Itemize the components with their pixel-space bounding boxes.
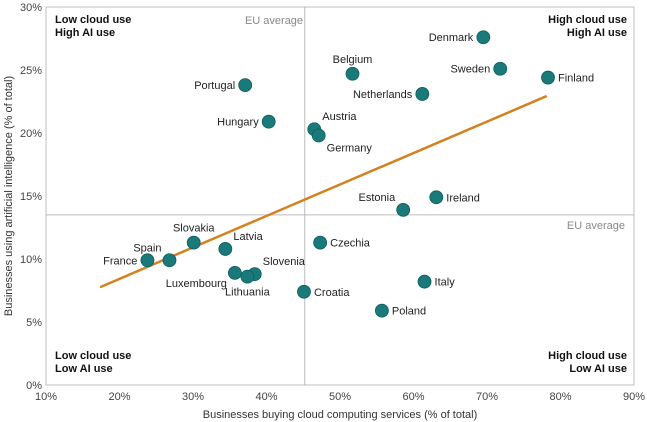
point-label-slovenia: Slovenia <box>263 256 306 268</box>
point-label-poland: Poland <box>392 306 426 318</box>
point-label-latvia: Latvia <box>233 231 263 243</box>
data-point-portugal <box>238 78 253 93</box>
trendline-group <box>99 95 548 288</box>
data-point-czechia <box>313 235 328 250</box>
quadrant-label-bottom-right: Low AI use <box>569 363 627 375</box>
data-point-spain <box>162 253 177 268</box>
x-tick-label: 10% <box>35 391 57 403</box>
y-tick-label: 10% <box>20 254 42 266</box>
point-label-austria: Austria <box>322 111 357 123</box>
x-tick-label: 70% <box>476 391 498 403</box>
data-point-hungary <box>261 114 276 129</box>
point-label-slovakia: Slovakia <box>173 223 215 235</box>
point-label-germany: Germany <box>327 143 373 155</box>
data-point-lithuania <box>240 269 255 284</box>
point-label-denmark: Denmark <box>429 32 474 44</box>
data-point-netherlands <box>415 87 430 101</box>
eu-average-lines <box>46 7 634 385</box>
x-average-label: EU average <box>245 15 303 27</box>
point-label-luxembourg: Luxembourg <box>166 278 227 290</box>
quadrant-label-top-right: High AI use <box>567 27 627 39</box>
plot-area <box>45 6 635 386</box>
point-label-portugal: Portugal <box>194 80 235 92</box>
data-points <box>140 30 555 318</box>
data-point-germany <box>311 128 326 143</box>
quadrant-label-top-left: Low cloud use <box>55 14 131 26</box>
x-axis-ticks: 10% 20% 30% 40% 50% 60% 70% 80% 90% <box>35 391 645 403</box>
data-point-italy <box>417 274 432 289</box>
data-point-denmark <box>476 30 491 45</box>
x-tick-label: 40% <box>255 391 277 403</box>
point-label-sweden: Sweden <box>450 64 490 76</box>
data-point-estonia <box>396 202 411 217</box>
point-label-italy: Italy <box>435 277 456 289</box>
data-point-france <box>140 253 155 268</box>
y-tick-label: 0% <box>26 380 42 392</box>
x-tick-label: 20% <box>108 391 130 403</box>
data-point-croatia <box>297 284 311 299</box>
point-label-hungary: Hungary <box>217 117 259 129</box>
data-point-poland <box>374 303 389 318</box>
quadrant-label-bottom-left: Low AI use <box>55 363 113 375</box>
quadrant-label-bottom-left: Low cloud use <box>55 350 131 362</box>
data-point-luxembourg <box>227 265 242 280</box>
data-point-finland <box>541 70 555 85</box>
x-tick-label: 30% <box>182 391 204 403</box>
data-point-latvia <box>218 242 233 256</box>
point-label-croatia: Croatia <box>314 287 350 299</box>
y-tick-label: 30% <box>20 2 42 14</box>
y-tick-label: 5% <box>26 317 42 329</box>
x-tick-label: 90% <box>623 391 645 403</box>
x-tick-label: 80% <box>549 391 571 403</box>
quadrant-label-top-right: High cloud use <box>548 14 627 26</box>
x-axis-title: Businesses buying cloud computing servic… <box>203 409 478 421</box>
y-axis-title: Businesses using artificial intelligence… <box>3 76 15 316</box>
y-tick-label: 25% <box>20 65 42 77</box>
y-tick-label: 15% <box>20 191 42 203</box>
y-axis-ticks: 0% 5% 10% 15% 20% 25% 30% <box>20 2 42 392</box>
y-average-label: EU average <box>567 220 625 232</box>
point-label-czechia: Czechia <box>330 238 371 250</box>
point-labels: Denmark Sweden Finland Belgium Netherlands Po… <box>103 32 594 317</box>
quadrant-label-top-left: High AI use <box>55 27 115 39</box>
data-point-slovakia <box>186 235 201 250</box>
point-label-finland: Finland <box>558 73 594 85</box>
y-tick-label: 20% <box>20 128 42 140</box>
point-label-spain: Spain <box>133 242 161 254</box>
point-label-netherlands: Netherlands <box>353 89 413 101</box>
trendline <box>99 95 548 288</box>
quadrant-label-bottom-right: High cloud use <box>548 350 627 362</box>
data-point-belgium <box>345 66 360 81</box>
point-label-france: France <box>103 255 137 267</box>
data-point-ireland <box>429 190 444 205</box>
point-label-estonia: Estonia <box>359 192 397 204</box>
x-tick-label: 50% <box>329 391 351 403</box>
x-tick-label: 60% <box>402 391 424 403</box>
point-label-belgium: Belgium <box>333 54 373 66</box>
point-label-ireland: Ireland <box>446 192 480 204</box>
data-point-sweden <box>493 61 508 76</box>
point-label-lithuania: Lithuania <box>225 287 271 299</box>
